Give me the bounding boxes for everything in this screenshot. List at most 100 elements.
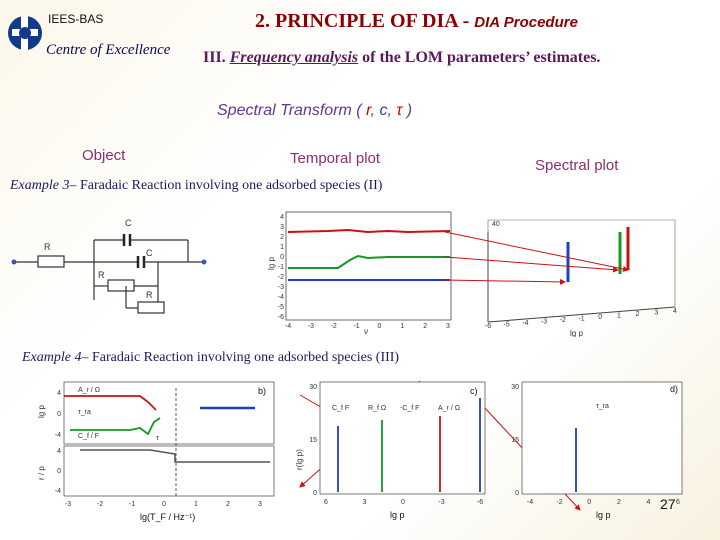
st-comma2: ,: [387, 102, 392, 119]
ex4-panel-d: d) 30 15 0 -4 -2 0 2 4 6 τ_ra lg p: [511, 381, 683, 520]
ex4d-xtick-4: 4: [646, 499, 650, 506]
spectral-transform-title: Spectral Transform ( r, c, τ ): [217, 102, 412, 120]
ex3-spectral-top: 40: [492, 221, 500, 228]
ex3-spectral-plot: 40 -6 -5 -4 -3 -2 -1 0 1 2 3 4 lg p: [485, 219, 677, 337]
circ-r-left: R: [44, 242, 51, 252]
ex4d-ytick-2: 0: [515, 490, 519, 497]
ex3-temporal-ytick-6: -2: [278, 274, 284, 281]
ex3-temporal-ytick-3: 1: [280, 244, 284, 251]
ex3-temporal-ytick-9: -5: [278, 304, 284, 311]
st-prefix: Spectral Transform (: [217, 102, 362, 119]
ex4b-xtick-5: 2: [226, 501, 230, 508]
ex4b-top-ytick-0: 4: [57, 390, 61, 397]
label-temporal-plot: Temporal plot: [290, 150, 381, 167]
arrow-red: [444, 231, 629, 272]
ex3-text: – Faradaic Reaction involving one adsorb…: [69, 178, 383, 193]
ex4d-xtick-0: -4: [527, 499, 533, 506]
terminal-right: [201, 259, 207, 265]
label-object: Object: [82, 147, 126, 164]
panel-c-label: c): [470, 386, 478, 396]
ex3-temporal-xtick-5: 1: [400, 323, 404, 330]
ex3-temporal-ylabel: lg p: [268, 257, 276, 270]
ex4c-xtick-0: 6: [324, 499, 328, 506]
panel-b-label: b): [258, 386, 266, 396]
ex3-spectral-xtick-9: 3: [654, 310, 658, 317]
ex4b-green-curve: [70, 417, 161, 436]
circ-r-mid: R: [98, 270, 105, 280]
ex3-temporal-xtick-6: 2: [423, 323, 427, 330]
st-tau: τ: [396, 102, 403, 119]
ex3-spectral-xtick-10: 4: [673, 308, 677, 315]
org-name: IEES-BAS: [48, 12, 104, 26]
ex3-temporal-ytick-7: -3: [278, 284, 284, 291]
ex3-temporal-red-line: [287, 228, 451, 234]
ex3-spectral-xtick-6: 0: [598, 314, 602, 321]
ex3-spectral-xtick-5: -1: [578, 316, 584, 323]
circ-c-mid: C: [146, 248, 153, 258]
ex3-temporal-ytick-2: 2: [280, 234, 284, 241]
ex4c-ytick-1: 15: [309, 437, 317, 444]
ex3-temporal-xtick-4: 0: [377, 323, 381, 330]
title-sub: DIA Procedure: [474, 14, 578, 31]
ex4b-tag-3: τ: [156, 435, 159, 442]
example-4-caption: Example 4– Faradaic Reaction involving o…: [22, 350, 399, 366]
ex3-temporal-ytick-1: 3: [280, 224, 284, 231]
ex4c-legend-1: R_f Ω: [368, 405, 386, 412]
ex4d-xtick-2: 0: [587, 499, 591, 506]
ex3-spectral-xticks: -6 -5 -4 -3 -2 -1 0 1 2 3 4: [485, 308, 677, 330]
circ-c-top: C: [125, 218, 132, 228]
ex4b-tag-1: τ_ra: [78, 409, 91, 416]
ex4b-tag-0: A_r / Ω: [78, 387, 100, 394]
ex3-temporal-plot: 4 3 2 1 0 -1 -2 -3 -4 -5 -6 -4 -3 -2 -1 0 1 2 3 lg p ν: [268, 211, 452, 336]
ex4d-xtick-5: 6: [676, 499, 680, 506]
ex4d-legend: τ_ra: [596, 403, 609, 410]
ex4c-legend-3: A_r / Ω: [438, 405, 460, 412]
ex4b-bottom-ytick-0: 4: [57, 448, 61, 455]
ex4c-ytick-0: 30: [309, 384, 317, 391]
ex4b-xlabel: lg(T_F / Hz⁻¹): [140, 512, 195, 522]
ex4c-xticks: 6 3 0 -3 -6: [324, 499, 483, 506]
ex3-temporal-ytick-5: -1: [278, 264, 284, 271]
ex4d-xtick-1: -2: [556, 499, 562, 506]
ex4-panel-b: b) 4 0 -4 4 0 -4 -3 -2 -1 0 1 2 3 A_r / Ω τ_ra C_f…: [37, 381, 275, 522]
ex4b-xtick-1: -2: [97, 501, 103, 508]
subtitle-rest: of the LOM parameters’ estimates.: [362, 49, 601, 66]
ex3-temporal-ytick-8: -4: [278, 294, 284, 301]
ex4c-ylabel: r(lg p): [295, 449, 304, 470]
ex4c-legend-0: C_f F: [332, 405, 349, 412]
ex4b-grey-curve: [80, 449, 270, 463]
ex4c-xtick-3: -3: [438, 499, 444, 506]
ex4d-yticks: 30 15 0: [511, 384, 519, 497]
ex4b-bottom-ytick-1: 0: [57, 468, 61, 475]
ex3-temporal-xtick-3: -1: [353, 323, 359, 330]
ex4b-tag-2: C_f / F: [78, 433, 99, 440]
panel-d-label: d): [670, 384, 678, 394]
st-comma1: ,: [370, 102, 375, 119]
ex4d-xlabel: lg p: [596, 510, 611, 520]
ex3-temporal-yticks: 4 3 2 1 0 -1 -2 -3 -4 -5 -6: [278, 214, 284, 321]
slide-title: 2. PRINCIPLE OF DIA - DIA Procedure: [255, 10, 578, 33]
ex4-text: – Faradaic Reaction involving one adsorb…: [81, 350, 400, 365]
ieees-logo: [8, 16, 42, 50]
ex4b-red-curve: [64, 395, 157, 411]
ex4-lead: Example 4: [22, 350, 82, 365]
ex4b-xtick-4: 1: [194, 501, 198, 508]
ex4b-top-ylabel: lg p: [37, 405, 46, 418]
arrow-blue: [444, 278, 566, 285]
ex4c-xtick-2: 0: [401, 499, 405, 506]
ex4b-xtick-2: -1: [129, 501, 135, 508]
ex3-temporal-ytick-4: 0: [280, 254, 284, 261]
st-c: c: [379, 102, 388, 119]
equivalent-circuit: C R C R R: [11, 218, 207, 314]
ex3-temporal-xtick-0: -4: [285, 323, 291, 330]
ex4c-xlabel: lg p: [390, 510, 405, 520]
ex4c-xtick-4: -6: [477, 499, 483, 506]
page-number: 27: [660, 496, 676, 512]
ex4c-ytick-2: 0: [313, 490, 317, 497]
slide-subtitle: III. Frequency analysis of the LOM param…: [203, 49, 600, 67]
st-r: r: [366, 102, 371, 119]
ex3-spectral-xtick-3: -3: [541, 319, 547, 326]
ex3-temporal-xtick-2: -2: [331, 323, 337, 330]
ex4d-ytick-1: 15: [511, 437, 519, 444]
